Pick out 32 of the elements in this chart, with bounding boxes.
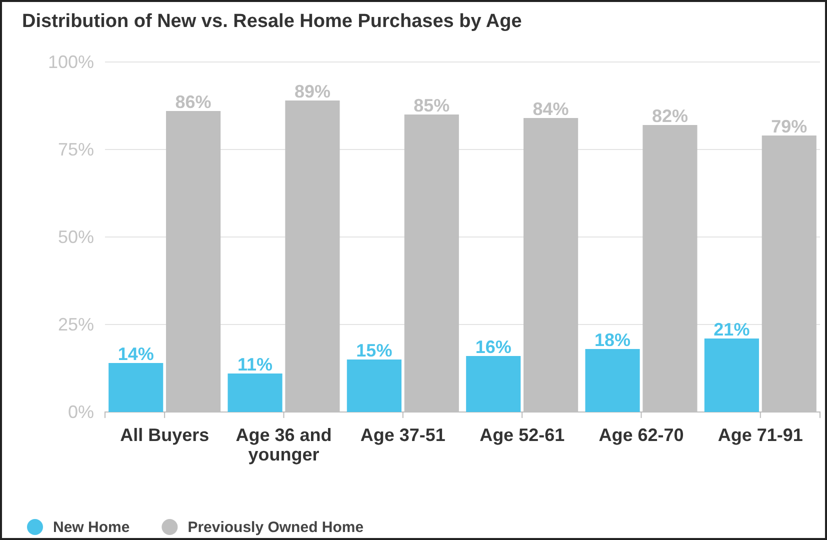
data-label: 18% bbox=[594, 330, 631, 350]
data-label: 21% bbox=[714, 320, 750, 340]
bar bbox=[466, 356, 521, 412]
bar bbox=[585, 349, 640, 412]
bar bbox=[108, 363, 164, 412]
x-tick-label: Age 52-61 bbox=[480, 424, 565, 445]
data-label: 79% bbox=[771, 116, 808, 136]
data-label: 15% bbox=[356, 340, 392, 360]
legend-label: New Home bbox=[53, 519, 130, 536]
x-tick-label: All Buyers bbox=[120, 424, 210, 445]
data-label: 82% bbox=[652, 106, 688, 126]
data-label: 89% bbox=[294, 82, 330, 102]
y-tick-label: 25% bbox=[58, 314, 94, 334]
data-label: 86% bbox=[175, 92, 212, 112]
y-tick-label: 100% bbox=[48, 52, 94, 72]
data-label: 11% bbox=[238, 354, 273, 374]
data-label: 84% bbox=[532, 99, 569, 119]
legend-label: Previously Owned Home bbox=[188, 519, 364, 536]
x-tick-label: Age 36 and younger bbox=[236, 424, 332, 465]
x-tick-label: Age 71-91 bbox=[718, 424, 803, 445]
x-tick-label: Age 37-51 bbox=[360, 424, 446, 445]
data-label: 85% bbox=[414, 96, 450, 116]
bar bbox=[228, 374, 282, 412]
y-tick-label: 0% bbox=[68, 402, 94, 422]
chart-title: Distribution of New vs. Resale Home Purchases by Age bbox=[22, 11, 522, 32]
y-tick-label: 50% bbox=[58, 226, 94, 247]
data-label: 16% bbox=[475, 337, 512, 357]
y-tick-label: 75% bbox=[58, 139, 94, 160]
bar bbox=[704, 338, 759, 412]
x-tick-label: Age 62-70 bbox=[598, 424, 684, 445]
data-label: 14% bbox=[118, 344, 154, 364]
bar bbox=[346, 360, 402, 412]
